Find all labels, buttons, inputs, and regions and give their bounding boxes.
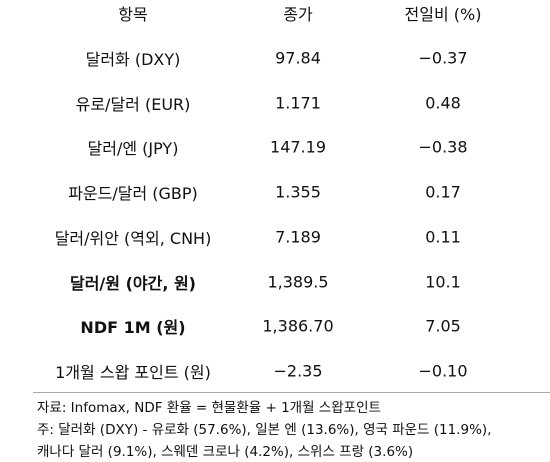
table-cell: 달러/엔 (JPY) (87, 139, 179, 159)
footnote: 자료: Infomax, NDF 환율 = 현물환율 + 1개월 스왑포인트 (37, 400, 381, 416)
table-cell: 유로/달러 (EUR) (75, 94, 191, 114)
table-cell: 1개월 스왑 포인트 (원) (55, 362, 211, 382)
table-cell: 0.48 (425, 93, 461, 113)
table-rule (33, 392, 550, 393)
footnote: 캐나다 달러 (9.1%), 스웨덴 크로나 (4.2%), 스위스 프랑 (3… (37, 444, 414, 460)
table-cell: −2.35 (273, 361, 323, 381)
table-cell: 7.05 (425, 316, 461, 336)
table-cell: 1.171 (275, 93, 321, 113)
table-cell: NDF 1M (원) (80, 318, 186, 338)
table-cell: 0.17 (425, 182, 461, 202)
table-cell: 7.189 (275, 227, 321, 247)
table-cell: 10.1 (425, 272, 461, 291)
table-cell: −0.38 (418, 137, 468, 157)
table-cell: 1,386.70 (262, 316, 334, 336)
table-cell: 파운드/달러 (GBP) (68, 184, 198, 204)
table-cell: 달러/위안 (역외, CNH) (54, 228, 212, 248)
table-cell: 1.355 (275, 182, 321, 202)
table-cell: −0.10 (418, 361, 468, 381)
table-cell: 147.19 (270, 137, 326, 157)
table-cell: 달러화 (DXY) (85, 50, 181, 69)
table-cell: 97.84 (275, 48, 321, 68)
table-cell: 달러/원 (야간, 원) (69, 273, 197, 293)
header-cell: 항목 (118, 5, 148, 24)
header-cell: 전일비 (%) (404, 5, 482, 24)
footnote: 주: 달러화 (DXY) - 유로화 (57.6%), 일본 엔 (13.6%)… (37, 422, 492, 438)
table-cell: 0.11 (425, 227, 461, 247)
table-cell: −0.37 (418, 48, 468, 68)
header-cell: 종가 (283, 5, 313, 24)
table-cell: 1,389.5 (267, 272, 329, 291)
